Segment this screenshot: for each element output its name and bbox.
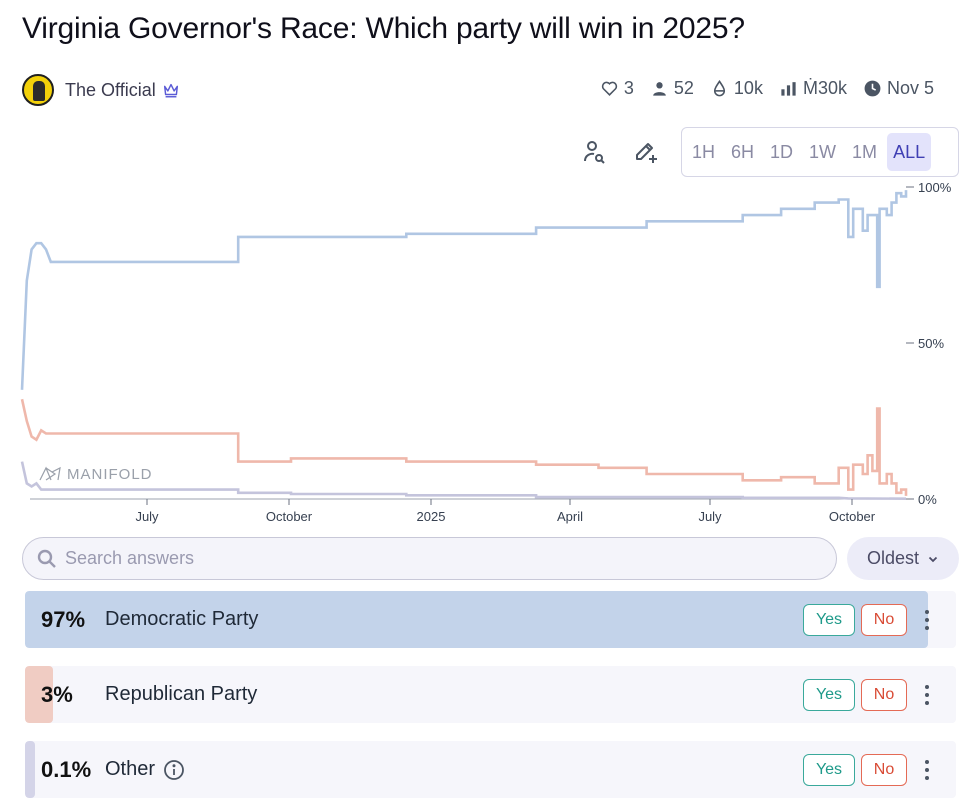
range-6h[interactable]: 6H — [731, 141, 755, 162]
chevron-down-icon — [928, 556, 938, 562]
author-avatar[interactable] — [22, 74, 54, 106]
close-date: Nov 5 — [886, 78, 934, 98]
buy-yes-button[interactable]: Yes — [803, 604, 855, 636]
buy-yes-button[interactable]: Yes — [803, 754, 855, 786]
probability-bar — [25, 741, 35, 798]
answer-probability: 97% — [41, 606, 86, 632]
y-tick-label: 100% — [918, 180, 952, 195]
bar-chart-icon — [781, 82, 796, 96]
pencil-plus-icon — [636, 143, 657, 163]
droplet-icon — [713, 79, 725, 97]
probability-bar — [25, 591, 929, 648]
x-axis-ticks: July October 2025 April July October — [135, 499, 876, 524]
buy-no-button[interactable]: No — [861, 754, 907, 786]
y-axis-ticks: 100% 50% 0% — [906, 180, 952, 507]
answer-name: Other — [105, 741, 185, 798]
range-1d[interactable]: 1D — [770, 141, 794, 162]
range-1w[interactable]: 1W — [809, 141, 837, 162]
person-icon — [653, 82, 666, 96]
answer-name-text: Other — [105, 758, 156, 780]
answer-probability: 3% — [41, 681, 73, 707]
liquidity-stat[interactable]: 10k — [710, 78, 763, 99]
answer-name-text: Democratic Party — [105, 608, 259, 630]
search-icon — [37, 549, 56, 568]
manifold-watermark: MANIFOLD — [39, 466, 153, 483]
answer-name: Democratic Party — [105, 591, 258, 648]
author-name[interactable]: The Official — [65, 79, 156, 100]
volume-stat[interactable]: Ṁ30k — [779, 78, 847, 99]
user-search-icon — [584, 141, 605, 164]
volume-amount: Ṁ30k — [802, 78, 847, 98]
answer-row[interactable]: 97% Democratic Party Yes No — [25, 591, 956, 648]
probability-chart[interactable]: MANIFOLD July October 2025 April July October… — [0, 178, 974, 528]
more-options-icon[interactable] — [919, 605, 935, 635]
chart-tools — [578, 136, 662, 168]
x-tick-label: April — [557, 509, 583, 524]
answer-probability: 0.1% — [41, 756, 92, 782]
liquidity-amount: 10k — [733, 78, 763, 98]
manifold-logo-icon — [39, 466, 61, 481]
search-answers[interactable] — [22, 537, 837, 580]
market-author[interactable]: The Official — [22, 73, 180, 107]
x-tick-label: October — [829, 509, 876, 524]
traders-stat[interactable]: 52 — [650, 78, 694, 99]
sort-label: Oldest — [866, 548, 920, 568]
answer-name-text: Republican Party — [105, 683, 258, 705]
traders-count: 52 — [673, 78, 694, 98]
watermark-text: MANIFOLD — [67, 466, 153, 483]
add-annotation-button[interactable] — [630, 136, 662, 168]
likes-count: 3 — [623, 78, 634, 98]
search-user-button[interactable] — [578, 136, 610, 168]
answer-row[interactable]: 3% Republican Party Yes No — [25, 666, 956, 723]
x-tick-label: July — [698, 509, 722, 524]
market-stats: 3 52 10k Ṁ30k Nov 5 — [600, 78, 934, 99]
probability-bar — [25, 666, 53, 723]
heart-icon — [601, 81, 618, 96]
range-1m[interactable]: 1M — [852, 141, 878, 162]
x-tick-label: July — [135, 509, 159, 524]
more-options-icon[interactable] — [919, 680, 935, 710]
crown-icon — [163, 83, 178, 98]
buy-no-button[interactable]: No — [861, 679, 907, 711]
clock-icon — [864, 80, 881, 97]
x-tick-label: October — [266, 509, 313, 524]
buy-yes-button[interactable]: Yes — [803, 679, 855, 711]
answer-row[interactable]: 0.1% Other Yes No — [25, 741, 956, 798]
time-range-selector: 1H 6H 1D 1W 1M ALL — [681, 127, 959, 177]
range-all[interactable]: ALL — [887, 133, 932, 171]
y-tick-label: 50% — [918, 336, 944, 351]
range-1h[interactable]: 1H — [692, 141, 716, 162]
answer-name: Republican Party — [105, 666, 257, 723]
close-date-stat[interactable]: Nov 5 — [863, 78, 934, 99]
market-title: Virginia Governor's Race: Which party wi… — [22, 12, 745, 45]
search-input[interactable] — [65, 548, 765, 569]
chart-series — [20, 190, 908, 500]
series-line-0 — [20, 190, 908, 390]
info-icon[interactable] — [163, 759, 185, 781]
y-tick-label: 0% — [918, 492, 937, 507]
x-tick-label: 2025 — [417, 509, 446, 524]
more-options-icon[interactable] — [919, 755, 935, 785]
series-line-1 — [20, 398, 908, 496]
series-line-2 — [20, 461, 907, 500]
sort-dropdown[interactable]: Oldest — [847, 537, 959, 580]
likes-stat[interactable]: 3 — [600, 78, 634, 99]
buy-no-button[interactable]: No — [861, 604, 907, 636]
